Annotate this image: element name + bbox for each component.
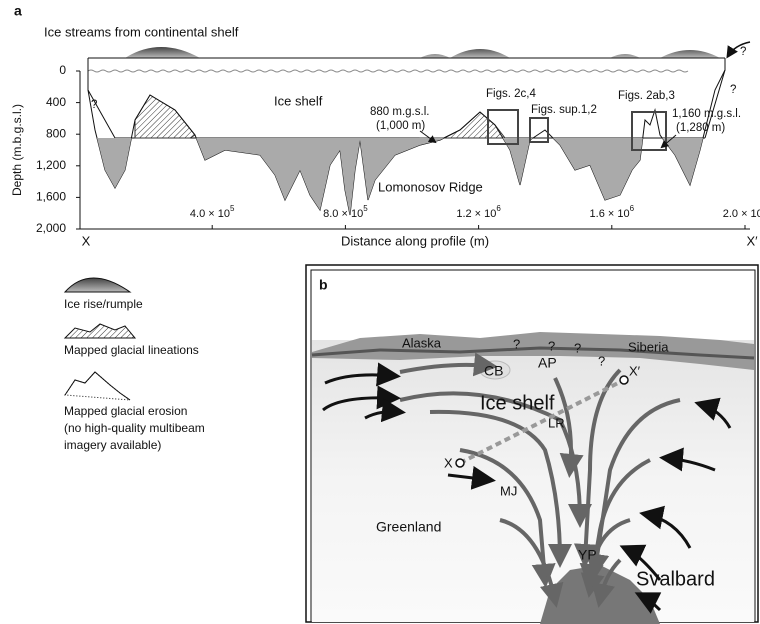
panel-title: Ice streams from continental shelf [44, 24, 239, 39]
x-tick-base: 1.2 × 10 [456, 208, 496, 220]
profile-end [456, 459, 464, 467]
annotation: ? [91, 99, 97, 111]
annotation: Lomonosov Ridge [378, 179, 483, 194]
map-label: ? [513, 336, 520, 351]
x-end: X′ [746, 233, 758, 248]
annotation: ? [730, 84, 736, 96]
figure: a Ice streams from continental shelf Dep… [0, 0, 760, 624]
x-tick-label: 1.2 × 106 [456, 204, 501, 220]
x-tick-exponent: 6 [496, 204, 501, 213]
annotation: Figs. 2c,4 [486, 88, 536, 100]
x-tick-label: 8.0 × 105 [323, 204, 368, 220]
x-tick-label: 2.0 × 106 [723, 204, 760, 220]
map-label: Greenland [376, 519, 441, 535]
y-tick-label: 0 [59, 63, 66, 77]
annotation: Ice shelf [274, 93, 323, 108]
annotation: 880 m.g.s.l. [370, 106, 429, 118]
annotation: Figs. 2ab,3 [618, 90, 675, 102]
x-tick-exponent: 5 [230, 204, 235, 213]
x-tick-exponent: 5 [363, 204, 368, 213]
x-tick-label: 4.0 × 105 [190, 204, 235, 220]
map-label: ? [598, 353, 605, 368]
x-start: X [82, 233, 91, 248]
map-label: ? [574, 340, 581, 355]
legend-swatch [65, 372, 130, 400]
y-tick-label: 800 [46, 126, 66, 140]
legend-swatch [65, 324, 135, 338]
map-label: Ice shelf [480, 392, 555, 414]
map-label: Alaska [402, 335, 442, 350]
y-tick-label: 2,000 [36, 221, 66, 235]
map-label: X [444, 455, 453, 470]
map-label: LR [548, 415, 565, 430]
profile-end [620, 376, 628, 384]
x-tick-exponent: 6 [630, 204, 635, 213]
legend-label: (no high-quality multibeam [64, 421, 205, 435]
map-label: Svalbard [636, 568, 715, 590]
annotation: Figs. sup.1,2 [531, 104, 597, 116]
y-tick-label: 400 [46, 95, 66, 109]
map-label: CB [484, 363, 503, 379]
legend-label: Mapped glacial erosion [64, 404, 187, 418]
annotation: (1,000 m) [376, 120, 425, 132]
x-tick-base: 4.0 × 10 [190, 208, 230, 220]
map-label: ? [548, 338, 555, 353]
arrow [728, 42, 750, 56]
annotation: ? [740, 46, 746, 58]
x-tick-label: 1.6 × 106 [590, 204, 635, 220]
x-axis-label: Distance along profile (m) [341, 233, 489, 248]
legend-swatch [65, 372, 130, 400]
map-label: AP [538, 355, 557, 371]
y-tick-label: 1,200 [36, 158, 66, 172]
y-tick-label: 1,600 [36, 190, 66, 204]
legend-label: Mapped glacial lineations [64, 343, 199, 357]
legend-label: imagery available) [64, 438, 161, 452]
erosion [135, 95, 195, 138]
x-tick-base: 2.0 × 10 [723, 208, 760, 220]
map-label: Siberia [628, 339, 669, 354]
map-label: X′ [629, 363, 641, 378]
annotation: 1,160 m.g.s.l. [672, 108, 741, 120]
y-axis-label: Depth (m.b.g.s.l.) [10, 104, 24, 196]
panel-label: b [319, 277, 328, 293]
x-tick-base: 8.0 × 10 [323, 208, 363, 220]
sea-level [88, 70, 688, 72]
ice-rise [125, 47, 720, 58]
legend-label: Ice rise/rumple [64, 297, 143, 311]
annotation: (1,280 m) [676, 122, 725, 134]
map-label: YP [578, 547, 597, 563]
map-label: MJ [500, 483, 517, 498]
x-tick-base: 1.6 × 10 [590, 208, 630, 220]
legend-swatch [65, 278, 130, 292]
panel-label: a [14, 3, 22, 19]
